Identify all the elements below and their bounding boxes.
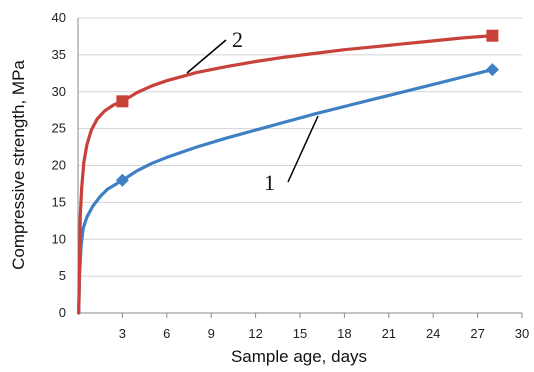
y-tick-label-30: 30 <box>52 84 66 99</box>
y-tick-label-0: 0 <box>59 305 66 320</box>
x-tick-label-3: 3 <box>119 326 126 341</box>
x-tick-label-15: 15 <box>293 326 307 341</box>
x-tick-label-12: 12 <box>248 326 262 341</box>
y-tick-label-40: 40 <box>52 10 66 25</box>
gridlines <box>78 17 522 277</box>
series-2-line <box>77 34 494 315</box>
curve-1-leader-line <box>287 115 319 183</box>
x-tick-label-30: 30 <box>515 326 529 341</box>
curve-1-label: 1 <box>264 170 275 195</box>
series <box>77 34 494 315</box>
y-axis-title: Compressive strength, MPa <box>9 60 28 270</box>
markers <box>115 29 499 187</box>
y-tick-label-35: 35 <box>52 47 66 62</box>
x-tick-label-18: 18 <box>337 326 351 341</box>
y-tick-label-10: 10 <box>52 231 66 246</box>
x-axis-title: Sample age, days <box>231 347 367 366</box>
series-2-point-3 <box>116 95 129 108</box>
y-tick-label-5: 5 <box>59 268 66 283</box>
x-tick-label-27: 27 <box>470 326 484 341</box>
x-tick-label-6: 6 <box>163 326 170 341</box>
curve-2-leader-line <box>186 39 227 74</box>
series-1-point-3 <box>115 173 129 187</box>
curve-2-label: 2 <box>232 27 243 52</box>
series-1-point-28 <box>485 63 499 77</box>
x-tick-label-24: 24 <box>426 326 440 341</box>
series-2-point-28 <box>486 29 499 42</box>
y-tick-label-15: 15 <box>52 194 66 209</box>
series-1-line <box>77 68 494 315</box>
y-tick-label-25: 25 <box>52 121 66 136</box>
x-tick-label-9: 9 <box>208 326 215 341</box>
x-tick-label-21: 21 <box>382 326 396 341</box>
y-tick-label-20: 20 <box>52 158 66 173</box>
